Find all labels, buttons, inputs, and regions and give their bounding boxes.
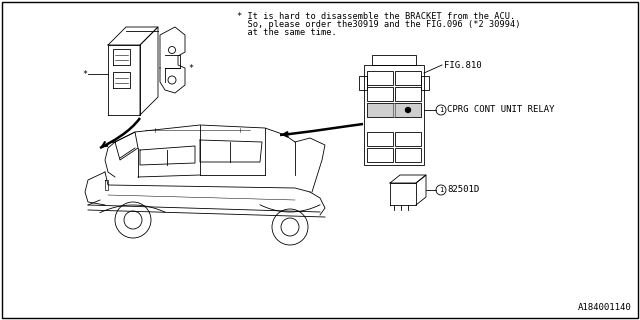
Text: 82501D: 82501D	[447, 186, 479, 195]
Bar	[367, 103, 393, 117]
Bar	[367, 71, 393, 85]
Circle shape	[406, 108, 410, 113]
Text: FIG.810: FIG.810	[444, 60, 482, 69]
Bar	[395, 87, 421, 101]
Bar	[367, 87, 393, 101]
Bar	[395, 132, 421, 146]
Bar	[372, 55, 416, 65]
Bar	[367, 103, 421, 117]
Bar	[359, 76, 367, 90]
Text: *: *	[188, 63, 193, 73]
Text: 1: 1	[439, 107, 443, 113]
Text: CPRG CONT UNIT RELAY: CPRG CONT UNIT RELAY	[447, 106, 554, 115]
Bar	[421, 76, 429, 90]
Bar	[395, 71, 421, 85]
Text: *: *	[82, 69, 87, 78]
Text: So, please order the30919 and the FIG.096 (*2 30994): So, please order the30919 and the FIG.09…	[237, 20, 520, 29]
Bar	[395, 148, 421, 162]
Bar	[395, 103, 421, 117]
Bar	[367, 148, 393, 162]
Bar	[364, 65, 424, 165]
Bar	[367, 132, 393, 146]
Text: * It is hard to disassemble the BRACKET from the ACU.: * It is hard to disassemble the BRACKET …	[237, 12, 515, 21]
Text: A184001140: A184001140	[579, 303, 632, 312]
Text: 1: 1	[439, 187, 443, 193]
Text: at the same time.: at the same time.	[237, 28, 337, 37]
